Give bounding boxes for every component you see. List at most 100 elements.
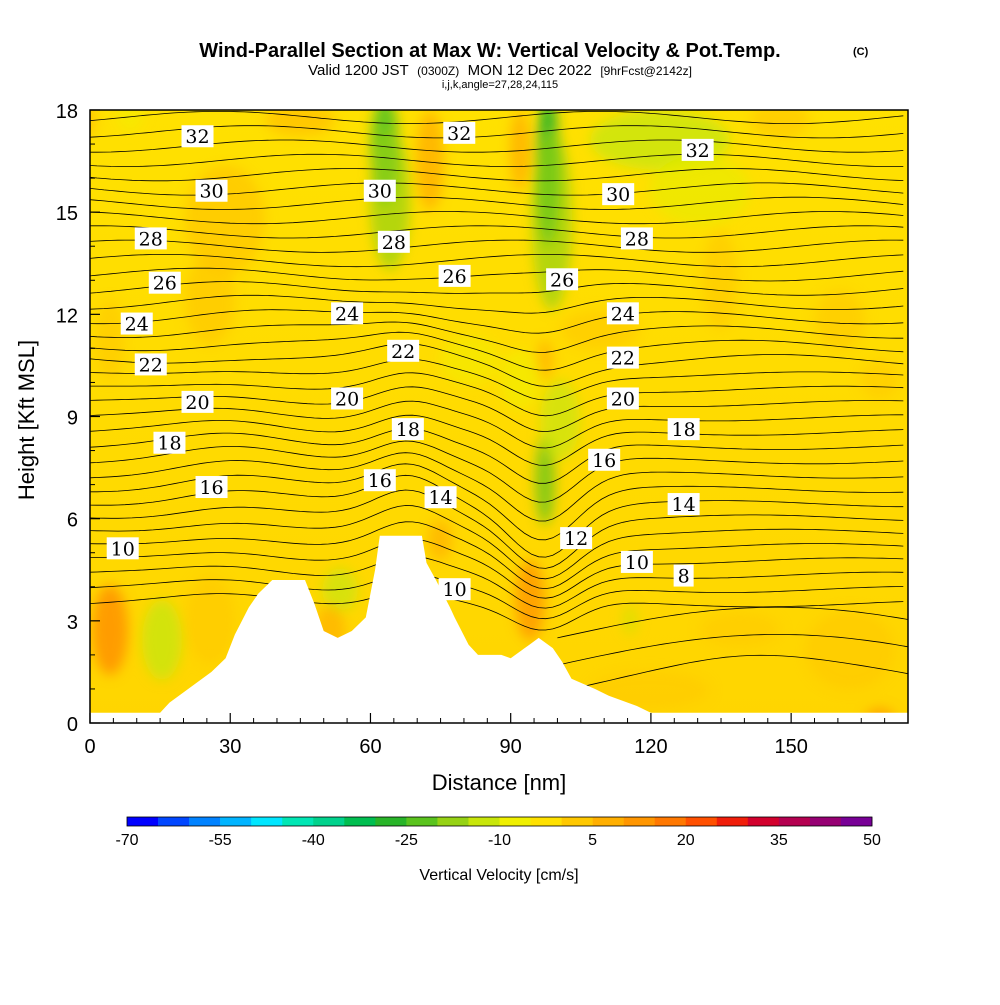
svg-text:28: 28 bbox=[139, 228, 163, 250]
colorbar-swatch bbox=[220, 817, 252, 826]
contour-label: 16 bbox=[588, 448, 621, 472]
x-tick-label: 90 bbox=[500, 736, 522, 758]
colorbar-swatch bbox=[809, 817, 842, 826]
contour-label: 16 bbox=[363, 469, 396, 492]
isentrope-line bbox=[90, 463, 904, 541]
isentrope-line bbox=[90, 254, 904, 268]
contour-label: 20 bbox=[181, 390, 214, 414]
colorbar-swatch bbox=[251, 817, 283, 826]
isentrope-line bbox=[90, 211, 904, 225]
contour-label: 30 bbox=[602, 183, 635, 206]
svg-text:24: 24 bbox=[611, 303, 635, 325]
svg-text:12: 12 bbox=[564, 528, 588, 550]
contour-label: 26 bbox=[438, 264, 471, 288]
svg-text:10: 10 bbox=[625, 552, 649, 574]
colorbar-swatch bbox=[530, 817, 562, 826]
isentrope-line bbox=[90, 111, 904, 124]
valid-main: Valid 1200 JST bbox=[308, 62, 409, 79]
contour-label: 30 bbox=[195, 179, 228, 203]
svg-text:14: 14 bbox=[672, 494, 696, 516]
colorbar-swatch bbox=[623, 817, 656, 826]
svg-text:32: 32 bbox=[185, 126, 209, 148]
colorbar-tick-label: -70 bbox=[115, 832, 138, 849]
isentrope-line bbox=[90, 125, 904, 139]
contour-label: 28 bbox=[134, 227, 167, 250]
contour-label: 18 bbox=[391, 418, 424, 441]
contour-label: 22 bbox=[387, 339, 420, 363]
colorbar-swatch bbox=[158, 817, 190, 826]
contour-label: 24 bbox=[606, 302, 639, 325]
colorbar-swatch bbox=[127, 817, 159, 826]
isentrope-line bbox=[90, 281, 904, 296]
svg-text:28: 28 bbox=[382, 232, 406, 254]
svg-text:22: 22 bbox=[611, 348, 635, 370]
isentrope-line bbox=[90, 555, 904, 609]
colorbar-swatch bbox=[716, 817, 749, 826]
y-tick-label: 0 bbox=[67, 714, 78, 736]
colorbar-title: Vertical Velocity [cm/s] bbox=[419, 867, 578, 884]
colorbar-swatch bbox=[344, 817, 376, 826]
isentrope-line bbox=[90, 372, 904, 417]
isentrope-line bbox=[90, 452, 904, 522]
colorbar-tick-label: 20 bbox=[677, 832, 695, 849]
colorbar-tick-label: -55 bbox=[209, 832, 232, 849]
colorbar-swatch bbox=[685, 817, 718, 826]
y-tick-label: 18 bbox=[56, 101, 78, 123]
isentrope-line bbox=[557, 606, 908, 639]
isentrope-line bbox=[90, 489, 904, 569]
contour-label: 18 bbox=[153, 431, 186, 455]
isentrope-line bbox=[557, 634, 908, 666]
svg-text:14: 14 bbox=[428, 487, 452, 509]
isentrope-line bbox=[90, 400, 904, 449]
isentrope-line bbox=[90, 239, 904, 253]
svg-text:22: 22 bbox=[391, 341, 415, 363]
isentrope-line bbox=[90, 168, 904, 182]
svg-text:16: 16 bbox=[199, 477, 223, 499]
svg-text:10: 10 bbox=[443, 579, 467, 601]
contour-label: 14 bbox=[424, 486, 457, 509]
contour-label: 24 bbox=[331, 302, 364, 325]
isentrope-line bbox=[90, 573, 904, 620]
x-tick-label: 0 bbox=[84, 736, 95, 758]
colorbar-swatch bbox=[313, 817, 345, 826]
y-tick-label: 6 bbox=[67, 510, 78, 532]
isentrope-line bbox=[90, 153, 904, 167]
contour-label: 8 bbox=[673, 564, 694, 588]
axes: 0 30 60 90 120 150 0 3 6 9 12 15 18 bbox=[56, 101, 886, 758]
svg-text:16: 16 bbox=[592, 450, 616, 472]
colorbar-tick-label: -25 bbox=[395, 832, 418, 849]
x-tick-label: 60 bbox=[359, 736, 381, 758]
valid-time-line: Valid 1200 JST (0300Z) MON 12 Dec 2022 [… bbox=[308, 62, 692, 79]
svg-text:28: 28 bbox=[625, 228, 649, 250]
y-tick-label: 3 bbox=[67, 612, 78, 634]
isentrope-line bbox=[90, 97, 903, 109]
isentrope-line bbox=[90, 590, 904, 631]
isentrope-line bbox=[90, 521, 904, 590]
y-axis-title: Height [Kft MSL] bbox=[14, 340, 39, 500]
ijk-line: i,j,k,angle=27,28,24,115 bbox=[442, 79, 558, 91]
colorbar-swatch bbox=[561, 817, 593, 826]
isentrope-line bbox=[557, 654, 908, 693]
x-tick-label: 30 bbox=[219, 736, 241, 758]
chart-title: Wind-Parallel Section at Max W: Vertical… bbox=[199, 40, 780, 62]
svg-text:26: 26 bbox=[153, 273, 177, 295]
svg-text:18: 18 bbox=[396, 419, 420, 441]
colorbar-tick-label: 5 bbox=[588, 832, 597, 849]
colorbar-tick-label: 35 bbox=[770, 832, 788, 849]
contour-label: 10 bbox=[106, 537, 139, 560]
isentrope-line bbox=[90, 139, 904, 153]
colorbar-swatch bbox=[282, 817, 314, 826]
x-axis-title: Distance [nm] bbox=[432, 770, 567, 795]
svg-text:22: 22 bbox=[139, 354, 163, 376]
isentrope-line bbox=[90, 267, 904, 282]
svg-text:16: 16 bbox=[368, 470, 392, 492]
isentrope-line bbox=[90, 294, 904, 314]
colorbar-swatch bbox=[654, 817, 687, 826]
svg-text:10: 10 bbox=[111, 538, 135, 560]
isentrope-line bbox=[90, 358, 904, 401]
colorbar-swatch bbox=[840, 817, 873, 826]
x-tick-label: 120 bbox=[634, 736, 667, 758]
isentrope-line bbox=[90, 414, 904, 466]
